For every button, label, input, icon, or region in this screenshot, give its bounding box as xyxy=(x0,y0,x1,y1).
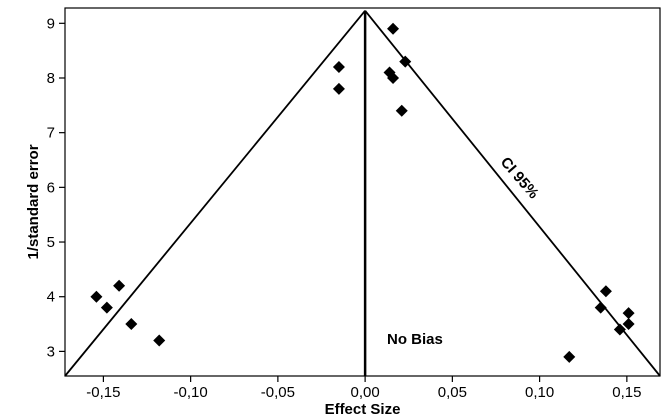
data-point xyxy=(153,334,166,347)
data-point xyxy=(125,318,138,331)
data-point xyxy=(90,290,103,303)
x-axis-title: Effect Size xyxy=(325,401,401,416)
x-tick-label: -0,10 xyxy=(174,384,208,401)
ci-left-line xyxy=(64,10,366,377)
data-point xyxy=(387,22,400,35)
data-point xyxy=(395,104,408,117)
x-tick-label: -0,15 xyxy=(86,384,120,401)
x-tick-label: 0,00 xyxy=(351,384,380,401)
data-point xyxy=(399,55,412,68)
x-tick-label: 0,10 xyxy=(525,384,554,401)
data-point xyxy=(594,301,607,314)
data-point xyxy=(332,61,345,74)
x-tick-label: -0,05 xyxy=(261,384,295,401)
data-point xyxy=(332,82,345,95)
data-point xyxy=(613,323,626,336)
plot-background xyxy=(64,7,661,377)
x-axis: -0,15 -0,10 -0,05 0,00 0,05 0,10 0,15 xyxy=(86,376,641,401)
data-point xyxy=(599,285,612,298)
x-tick-label: 0,15 xyxy=(612,384,641,401)
data-points xyxy=(90,22,635,363)
y-tick-label: 5 xyxy=(47,234,55,251)
y-tick-label: 6 xyxy=(47,179,55,196)
y-tick-label: 7 xyxy=(47,125,55,142)
x-tick-label: 0,05 xyxy=(438,384,467,401)
data-point xyxy=(563,350,576,363)
y-axis: 3 4 5 6 7 8 9 xyxy=(47,15,65,360)
data-point xyxy=(113,279,126,292)
ci-right-line xyxy=(364,10,661,377)
data-point xyxy=(387,71,400,84)
y-tick-label: 3 xyxy=(47,343,55,360)
y-tick-label: 4 xyxy=(47,289,55,306)
data-point xyxy=(622,318,635,331)
data-point xyxy=(622,307,635,320)
y-tick-label: 8 xyxy=(47,70,55,87)
y-tick-label: 9 xyxy=(47,15,55,32)
y-axis-title: 1/standard error xyxy=(25,144,42,259)
ci-funnel xyxy=(64,10,661,377)
data-point xyxy=(100,301,113,314)
no-bias-label: No Bias xyxy=(387,331,443,348)
